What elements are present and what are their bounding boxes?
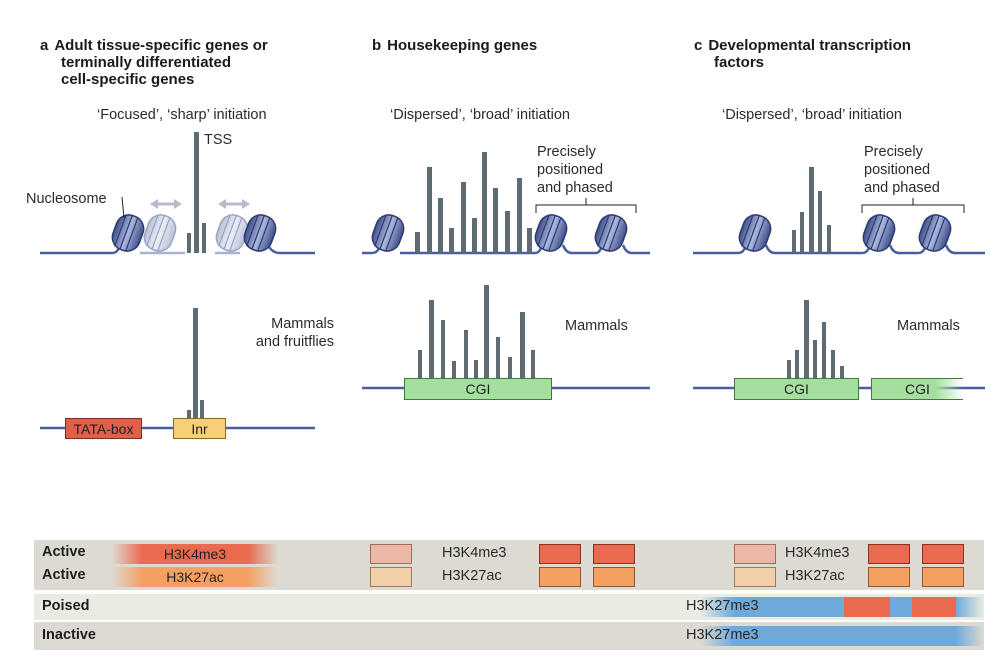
panel-a-heading: a Adult tissue-specific genes or terminal… [40, 37, 268, 88]
panel-a-species-line-2: and fruitflies [255, 334, 334, 350]
panel-a-title-line-2: terminally differentiated [61, 54, 232, 71]
nucleosome-label: Nucleosome [26, 191, 107, 207]
panel-c-h3k27ac-square-1 [868, 567, 910, 587]
panel-c-h3k27ac-square-2 [922, 567, 964, 587]
panel-a-nucleosome-2 [139, 210, 181, 256]
panel-a-species-line-1: Mammals [271, 316, 334, 332]
panel-a-title-line-1: Adult tissue-specific genes or [54, 37, 268, 54]
panel-b-title-line-1: Housekeeping genes [387, 37, 538, 54]
panel-c-positioned-line-2: positioned [864, 162, 931, 178]
poised-h3k4me3-inset-2 [912, 597, 956, 617]
panel-b-bars [415, 152, 532, 253]
panel-b-nucleosome-1 [367, 210, 409, 256]
panel-c-h3k27ac-label: H3K27ac [785, 568, 845, 584]
row-label-inactive: Inactive [42, 627, 96, 643]
inr-box: Inr [173, 418, 226, 439]
panel-c-positioned-line-1: Precisely [864, 144, 923, 160]
inactive-h3k27me3-label: H3K27me3 [686, 627, 759, 643]
row-label-poised: Poised [42, 598, 90, 614]
panel-b-initiation-label: ‘Dispersed’, ‘broad’ initiation [390, 107, 570, 123]
panel-c-bars [792, 167, 831, 253]
panel-b-positioned-label: Precisely positioned and phased [537, 143, 613, 197]
panel-a-h3k27ac-bar: H3K27ac [112, 567, 278, 587]
poised-h3k4me3-inset-1 [844, 597, 890, 617]
tata-box: TATA-box [65, 418, 142, 439]
panel-b-h3k27ac-square-2 [593, 567, 635, 587]
panel-c-positioned-line-3: and phased [864, 180, 940, 196]
panel-c-h3k4me3-faded-square [734, 544, 776, 564]
panel-b-lower-bars [418, 285, 535, 378]
panel-c-initiation-label: ‘Dispersed’, ‘broad’ initiation [722, 107, 902, 123]
panel-c-phasing-bracket [861, 198, 965, 213]
panel-b-phasing-bracket [535, 198, 637, 213]
panel-a-dna-left [40, 244, 122, 255]
poised-h3k27me3-label: H3K27me3 [686, 598, 759, 614]
panel-c-positioned-label: Precisely positioned and phased [864, 143, 940, 197]
panel-b-h3k4me3-square-2 [593, 544, 635, 564]
panel-a-h3k4me3-bar: H3K4me3 [112, 544, 278, 564]
panel-c-h3k4me3-square-2 [922, 544, 964, 564]
panel-a-initiation-label: ‘Focused’, ‘sharp’ initiation [97, 107, 267, 123]
panel-c-title-line-2: factors [714, 54, 765, 71]
promoter-diagram [40, 132, 985, 430]
panel-b-positioned-line-2: positioned [537, 162, 604, 178]
panel-b-h3k27ac-square-1 [539, 567, 581, 587]
panel-b-heading: b Housekeeping genes [372, 37, 537, 54]
panel-b-positioned-line-1: Precisely [537, 144, 596, 160]
panel-b-h3k4me3-faded-square [370, 544, 412, 564]
panel-a-nucleosome-4 [239, 210, 281, 256]
panel-c-species-label: Mammals [897, 318, 960, 334]
panel-a-letter: a [40, 37, 49, 54]
shift-arrow-right [218, 199, 250, 209]
panel-c-h3k4me3-label: H3K4me3 [785, 545, 850, 561]
panel-b-h3k4me3-square-1 [539, 544, 581, 564]
row-label-active-2: Active [42, 567, 86, 583]
panel-c-lower-bars [787, 300, 844, 378]
panel-b-h3k27ac-label: H3K27ac [442, 568, 502, 584]
panel-a-lower-bars [187, 308, 204, 418]
panel-b-h3k27ac-faded-square [370, 567, 412, 587]
panel-a-species-label: Mammals and fruitflies [200, 315, 334, 351]
panel-b-h3k4me3-label: H3K4me3 [442, 545, 507, 561]
panel-c-heading: c Developmental transcription factors [694, 37, 911, 71]
inactive-h3k27me3-bar [700, 626, 984, 646]
panel-a-nucleosome-1 [107, 210, 149, 256]
panel-c-cgi-box-2: CGI [871, 378, 963, 400]
panel-c-h3k27ac-faded-square [734, 567, 776, 587]
row-label-active-1: Active [42, 544, 86, 560]
panel-c-letter: c [694, 37, 703, 54]
panel-a-tss-bars [187, 132, 206, 253]
panel-a-title-line-3: cell-specific genes [61, 71, 195, 88]
panel-c-cgi-box-1: CGI [734, 378, 859, 400]
panel-b-species-label: Mammals [565, 318, 628, 334]
panel-b-cgi-box: CGI [404, 378, 552, 400]
nucleosome-pointer [121, 196, 125, 219]
panel-b-positioned-line-3: and phased [537, 180, 613, 196]
tss-label: TSS [204, 132, 233, 148]
panel-a-dna-right [266, 244, 315, 255]
shift-arrow-left [150, 199, 182, 209]
panel-c-title-line-1: Developmental transcription [708, 37, 911, 54]
panel-b-letter: b [372, 37, 382, 54]
panel-c-h3k4me3-square-1 [868, 544, 910, 564]
